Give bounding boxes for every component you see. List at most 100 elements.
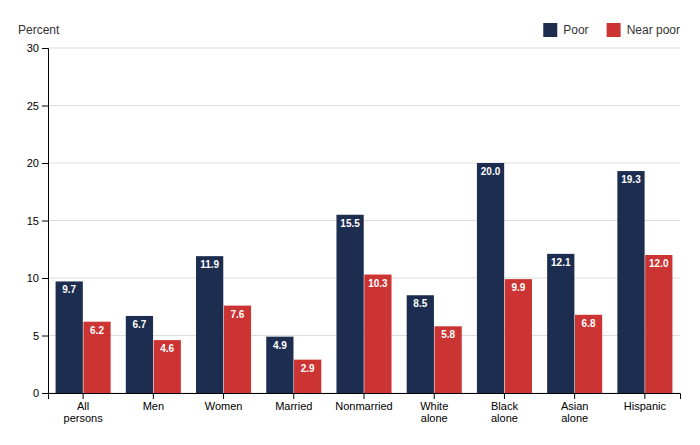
data-label: 2.9 bbox=[301, 363, 315, 374]
data-label: 4.6 bbox=[160, 343, 174, 354]
data-labels: 9.7 6.7 11.9 4.9 15.5 8.5 20.0 12.1 19.3 6.2 4.6 7.… bbox=[62, 166, 669, 374]
tick-label-line: Women bbox=[205, 400, 243, 412]
data-label: 10.3 bbox=[368, 278, 388, 289]
axis-line bbox=[49, 394, 681, 400]
data-label: 15.5 bbox=[340, 218, 360, 229]
data-label: 9.7 bbox=[62, 284, 76, 295]
tick-mark bbox=[42, 393, 48, 394]
data-label: 6.2 bbox=[90, 325, 104, 336]
tick: Women bbox=[205, 393, 243, 412]
tick-label-line: Men bbox=[143, 400, 164, 412]
data-label: 6.7 bbox=[132, 319, 146, 330]
tick-mark bbox=[42, 221, 48, 222]
legend-swatch bbox=[543, 23, 557, 37]
bar bbox=[126, 316, 153, 393]
series bbox=[56, 163, 645, 393]
tick-mark bbox=[42, 106, 48, 107]
grid bbox=[48, 48, 680, 393]
bar bbox=[364, 275, 391, 393]
legend-item: Poor bbox=[543, 23, 588, 37]
bar bbox=[575, 315, 602, 393]
bar bbox=[547, 254, 574, 393]
tick: Nonmarried bbox=[335, 393, 392, 412]
data-label: 5.8 bbox=[441, 329, 455, 340]
plot: 9.7 6.7 11.9 4.9 15.5 8.5 20.0 12.1 19.3 6.2 4.6 7.… bbox=[27, 42, 681, 424]
tick: 15 bbox=[27, 215, 48, 227]
legend-label: Poor bbox=[563, 23, 588, 37]
data-label: 8.5 bbox=[413, 298, 427, 309]
tick-label-line: persons bbox=[64, 412, 104, 424]
tick-label-line: alone bbox=[491, 412, 518, 424]
bar bbox=[56, 281, 83, 393]
tick: Allpersons bbox=[64, 393, 104, 424]
chart: 9.7 6.7 11.9 4.9 15.5 8.5 20.0 12.1 19.3 6.2 4.6 7.… bbox=[0, 0, 700, 445]
tick: Asianalone bbox=[561, 393, 589, 424]
tick: Men bbox=[143, 393, 164, 412]
tick-label: 20 bbox=[27, 157, 39, 169]
data-label: 19.3 bbox=[621, 174, 641, 185]
tick-label: 30 bbox=[27, 42, 39, 54]
tick-label-line: Asian bbox=[561, 400, 589, 412]
tick: 25 bbox=[27, 100, 48, 112]
grid-line bbox=[48, 163, 680, 164]
legend-item: Near poor bbox=[607, 23, 680, 37]
tick-label: 10 bbox=[27, 272, 39, 284]
data-label: 11.9 bbox=[200, 259, 219, 270]
y-axis-label: Percent bbox=[18, 23, 60, 37]
tick: 10 bbox=[27, 272, 48, 284]
tick-mark bbox=[42, 336, 48, 337]
tick-label: Married bbox=[275, 400, 312, 412]
axis-line bbox=[42, 49, 49, 394]
data-label: 12.1 bbox=[551, 257, 571, 268]
grid-line bbox=[48, 48, 680, 49]
data-label: 7.6 bbox=[231, 309, 245, 320]
tick-mark bbox=[42, 48, 48, 49]
bar bbox=[336, 215, 363, 393]
tick-mark bbox=[644, 393, 645, 399]
tick-mark bbox=[364, 393, 365, 399]
bar bbox=[407, 295, 434, 393]
tick-label: Women bbox=[205, 400, 243, 412]
tick-mark bbox=[153, 393, 154, 399]
x-axis: Allpersons Men Women Married Nonmarried White… bbox=[49, 393, 681, 424]
tick-label: Asianalone bbox=[561, 400, 589, 425]
bar bbox=[83, 322, 110, 393]
tick-mark bbox=[293, 393, 294, 399]
tick-mark bbox=[42, 163, 48, 164]
tick-label: 15 bbox=[27, 215, 39, 227]
tick-label-line: Nonmarried bbox=[335, 400, 392, 412]
tick-label: 25 bbox=[27, 100, 39, 112]
bar bbox=[224, 306, 251, 393]
data-label: 20.0 bbox=[481, 166, 501, 177]
tick-label-line: Black bbox=[491, 400, 518, 412]
data-label: 9.9 bbox=[511, 282, 525, 293]
tick-label-line: All bbox=[77, 400, 89, 412]
tick-label: 5 bbox=[33, 330, 39, 342]
bars bbox=[56, 163, 673, 393]
bar bbox=[617, 171, 644, 393]
tick: Whitealone bbox=[420, 393, 448, 424]
bar bbox=[477, 163, 504, 393]
tick-label: Blackalone bbox=[491, 400, 518, 425]
tick: Hispanic bbox=[624, 393, 667, 412]
grid-line bbox=[48, 220, 680, 221]
tick-label: 0 bbox=[33, 387, 39, 399]
tick-label-line: alone bbox=[561, 412, 588, 424]
bar bbox=[266, 337, 293, 393]
tick: 0 bbox=[33, 387, 48, 399]
grid-line bbox=[48, 278, 680, 279]
tick-label: Allpersons bbox=[64, 400, 104, 425]
data-label: 12.0 bbox=[649, 258, 669, 269]
tick: 30 bbox=[27, 42, 48, 54]
data-label: 4.9 bbox=[273, 340, 287, 351]
tick-label-line: alone bbox=[421, 412, 448, 424]
bar bbox=[435, 326, 462, 393]
tick-mark bbox=[83, 393, 84, 399]
legend-swatch bbox=[607, 23, 621, 37]
tick-label: Whitealone bbox=[420, 400, 448, 425]
bar bbox=[645, 255, 672, 393]
series bbox=[83, 255, 672, 393]
bar bbox=[154, 340, 181, 393]
tick: Married bbox=[275, 393, 312, 412]
data-label: 6.8 bbox=[582, 318, 596, 329]
